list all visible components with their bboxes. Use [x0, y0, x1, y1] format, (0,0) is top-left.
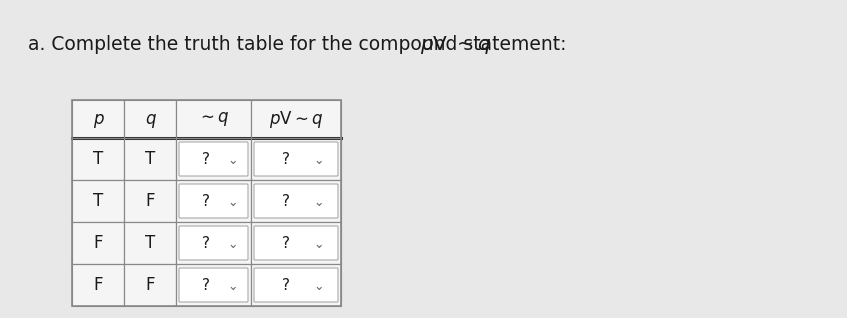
FancyBboxPatch shape: [254, 268, 338, 302]
Bar: [176, 100, 251, 138]
Bar: [176, 264, 251, 306]
Text: $p\mathrm{V}{\sim}q$: $p\mathrm{V}{\sim}q$: [268, 108, 324, 129]
FancyBboxPatch shape: [254, 142, 338, 176]
Text: ⌄: ⌄: [313, 238, 324, 251]
Text: ?: ?: [202, 236, 209, 251]
Bar: [72, 100, 124, 138]
FancyBboxPatch shape: [254, 184, 338, 218]
Bar: [124, 222, 176, 264]
FancyBboxPatch shape: [179, 142, 248, 176]
Bar: [251, 180, 341, 222]
Text: ?: ?: [282, 236, 291, 251]
Text: T: T: [93, 150, 103, 168]
FancyBboxPatch shape: [179, 268, 248, 302]
Text: ⌄: ⌄: [227, 280, 237, 293]
Bar: [176, 222, 251, 264]
Text: ⌄: ⌄: [227, 154, 237, 167]
Bar: [251, 138, 341, 180]
Bar: [124, 138, 176, 180]
Bar: [72, 138, 124, 180]
Text: T: T: [93, 192, 103, 210]
Bar: [176, 180, 251, 222]
Text: ⌄: ⌄: [227, 238, 237, 251]
Bar: [72, 100, 341, 306]
Text: a. Complete the truth table for the compound statement:: a. Complete the truth table for the comp…: [28, 36, 573, 54]
Bar: [124, 264, 176, 306]
Text: F: F: [93, 234, 102, 252]
Text: ?: ?: [202, 151, 209, 167]
Text: ?: ?: [282, 151, 291, 167]
Bar: [72, 222, 124, 264]
Bar: [176, 138, 251, 180]
Bar: [124, 180, 176, 222]
FancyBboxPatch shape: [179, 226, 248, 260]
Text: F: F: [145, 276, 155, 294]
Text: ⌄: ⌄: [227, 196, 237, 209]
Bar: [124, 100, 176, 138]
Bar: [251, 264, 341, 306]
Text: q: q: [145, 110, 155, 128]
FancyBboxPatch shape: [179, 184, 248, 218]
Text: p: p: [93, 110, 103, 128]
FancyBboxPatch shape: [254, 226, 338, 260]
Text: ?: ?: [202, 193, 209, 209]
Text: T: T: [145, 150, 155, 168]
Text: $\it{p}$V $\sim$$\it{q}$: $\it{p}$V $\sim$$\it{q}$: [420, 34, 492, 56]
Text: ⌄: ⌄: [313, 280, 324, 293]
Text: ⌄: ⌄: [313, 196, 324, 209]
Bar: [251, 222, 341, 264]
Bar: [251, 100, 341, 138]
Text: $\sim q$: $\sim q$: [197, 110, 230, 128]
Text: ⌄: ⌄: [313, 154, 324, 167]
Text: ?: ?: [282, 193, 291, 209]
Text: F: F: [145, 192, 155, 210]
Text: F: F: [93, 276, 102, 294]
Bar: [72, 180, 124, 222]
Bar: [72, 264, 124, 306]
Text: ?: ?: [202, 278, 209, 293]
Text: T: T: [145, 234, 155, 252]
Text: ?: ?: [282, 278, 291, 293]
